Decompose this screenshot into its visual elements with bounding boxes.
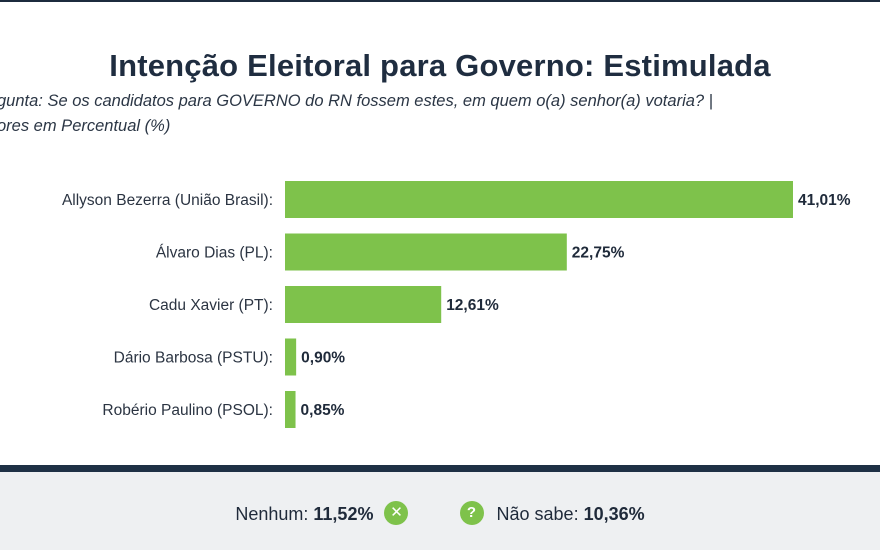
bar — [285, 338, 297, 376]
footer-summary: Nenhum: 11,52% ✕ ? Não sabe: 10,36% — [0, 501, 880, 526]
value-label: 0,90% — [301, 350, 345, 367]
none-value: 11,52% — [313, 503, 374, 524]
value-label: 0,85% — [301, 402, 345, 419]
none-label: Nenhum: — [235, 503, 309, 524]
question-circle-icon: ? — [459, 501, 484, 525]
bar — [285, 181, 793, 218]
chart-title: Intenção Eleitoral para Governo: Estimul… — [109, 48, 771, 83]
chart-subtitle-line-2: ores em Percentual (%) — [0, 117, 171, 135]
category-label: Robério Paulino (PSOL): — [102, 402, 273, 419]
bar-chart: Allyson Bezerra (União Brasil): 41,01% Álv… — [0, 165, 880, 445]
value-label: 41,01% — [798, 192, 851, 209]
category-label: Álvaro Dias (PL): — [156, 245, 273, 262]
top-border — [0, 0, 880, 2]
value-label: 12,61% — [446, 297, 499, 314]
bar — [285, 233, 567, 271]
category-label: Dário Barbosa (PSTU): — [114, 350, 273, 367]
footer-divider — [0, 465, 880, 472]
value-label: 22,75% — [572, 245, 625, 262]
x-circle-icon: ✕ — [384, 501, 409, 525]
category-label: Cadu Xavier (PT): — [149, 297, 273, 314]
bar — [285, 391, 296, 428]
bar-chart-svg: Allyson Bezerra (União Brasil): 41,01% Álv… — [62, 181, 851, 428]
footer-bar: Nenhum: 11,52% ✕ ? Não sabe: 10,36% — [0, 472, 880, 550]
dontknow-label: Não sabe: — [496, 503, 579, 524]
bar — [285, 286, 442, 323]
category-label: Allyson Bezerra (União Brasil): — [62, 192, 273, 209]
dontknow-value: 10,36% — [583, 503, 645, 524]
chart-subtitle-line-1: gunta: Se os candidatos para GOVERNO do … — [0, 92, 713, 110]
